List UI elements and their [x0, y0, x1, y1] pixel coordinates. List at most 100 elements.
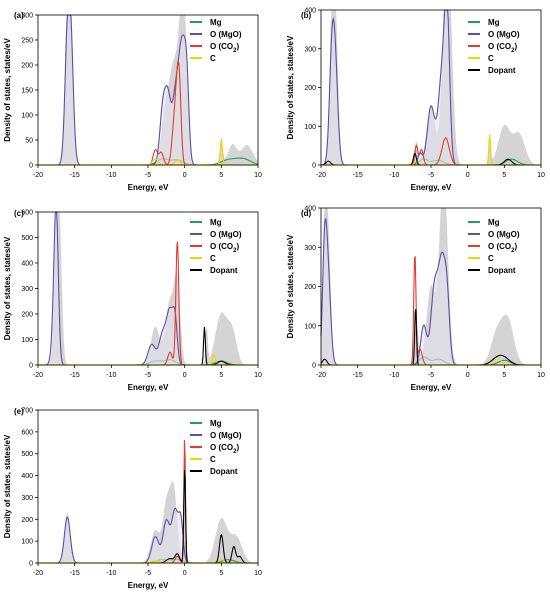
y-tick-label: 50 — [25, 138, 33, 145]
legend-label-dopant: Dopant — [210, 266, 238, 275]
y-tick-label: 200 — [304, 284, 316, 291]
x-tick-label: 5 — [502, 372, 506, 379]
legend-label-c: C — [210, 254, 216, 263]
legend-label-o-mgo: O (MgO) — [210, 431, 242, 440]
y-axis-label: Density of states, states/eV — [286, 35, 295, 139]
y-axis-label: Density of states, states/eV — [286, 234, 295, 338]
legend-label-c: C — [488, 254, 494, 263]
panel-c: -20 -15 -10 -5 0 5 100100200300400500600Energy… — [3, 209, 262, 392]
y-tick-label: 400 — [304, 8, 316, 15]
y-tick-label: 700 — [21, 408, 33, 415]
y-tick-label: 150 — [21, 88, 33, 95]
x-tick-label: 5 — [219, 570, 223, 577]
x-axis-label: Energy, eV — [411, 183, 452, 192]
x-tick-label: -20 — [316, 372, 326, 379]
x-tick-label: -20 — [316, 172, 326, 179]
x-tick-label: -5 — [428, 372, 434, 379]
y-tick-label: 200 — [21, 517, 33, 524]
x-axis-label: Energy, eV — [411, 383, 452, 392]
legend-label-mg: Mg — [210, 419, 222, 428]
y-tick-label: 400 — [304, 206, 316, 213]
y-tick-label: 400 — [21, 473, 33, 480]
x-tick-label: -20 — [33, 372, 43, 379]
legend-label-mg: Mg — [210, 18, 222, 27]
series-total-area — [38, 15, 258, 165]
panel-label: (b) — [301, 11, 312, 20]
x-tick-label: -5 — [428, 172, 434, 179]
y-tick-label: 200 — [21, 312, 33, 319]
x-tick-label: 10 — [254, 570, 262, 577]
legend-label-c: C — [488, 54, 494, 63]
x-tick-label: 0 — [183, 570, 187, 577]
y-tick-label: 100 — [304, 124, 316, 131]
y-tick-label: 400 — [21, 261, 33, 268]
y-tick-label: 600 — [21, 429, 33, 436]
x-tick-label: 0 — [183, 172, 187, 179]
y-tick-label: 100 — [21, 113, 33, 120]
series-o-mgo-fill — [321, 218, 541, 365]
x-tick-label: 10 — [254, 372, 262, 379]
legend-label-c: C — [210, 455, 216, 464]
x-tick-label: -10 — [106, 570, 116, 577]
x-tick-label: -5 — [145, 570, 151, 577]
y-tick-label: 600 — [21, 210, 33, 217]
x-tick-label: -15 — [70, 172, 80, 179]
x-tick-label: -15 — [353, 172, 363, 179]
y-tick-label: 300 — [304, 46, 316, 53]
legend-label-mg: Mg — [488, 18, 500, 27]
x-tick-label: -5 — [145, 372, 151, 379]
legend-label-o-co2: O (CO2) — [210, 242, 239, 254]
x-tick-label: 10 — [254, 172, 262, 179]
legend-label-o-mgo: O (MgO) — [488, 30, 520, 39]
series-total-area — [321, 208, 541, 365]
panel-label: (a) — [14, 11, 24, 20]
panel-a: -20 -15 -10 -5 0 5 10050100150200250300Energy,… — [3, 11, 262, 192]
y-tick-label: 300 — [21, 13, 33, 20]
x-tick-label: -15 — [70, 372, 80, 379]
y-tick-label: 100 — [304, 323, 316, 330]
y-tick-label: 0 — [29, 363, 33, 370]
legend-label-dopant: Dopant — [488, 66, 516, 75]
series-total-area — [38, 435, 258, 563]
y-tick-label: 500 — [21, 235, 33, 242]
panel-label: (c) — [14, 209, 24, 218]
x-tick-label: 10 — [537, 372, 545, 379]
legend-label-mg: Mg — [488, 218, 500, 227]
y-tick-label: 250 — [21, 38, 33, 45]
legend-label-o-mgo: O (MgO) — [210, 30, 242, 39]
x-tick-label: 5 — [502, 172, 506, 179]
x-tick-label: -20 — [33, 570, 43, 577]
x-tick-label: -20 — [33, 172, 43, 179]
series-o-mgo-fill — [38, 212, 258, 365]
x-tick-label: 0 — [183, 372, 187, 379]
legend-label-o-co2: O (CO2) — [210, 443, 239, 455]
legend-label-o-co2: O (CO2) — [210, 42, 239, 54]
x-tick-label: -15 — [70, 570, 80, 577]
y-tick-label: 100 — [21, 337, 33, 344]
y-axis-label: Density of states, states/eV — [3, 236, 12, 340]
y-tick-label: 300 — [304, 245, 316, 252]
x-tick-label: -10 — [389, 372, 399, 379]
y-axis-label: Density of states, states/eV — [3, 38, 12, 142]
x-axis-label: Energy, eV — [128, 581, 169, 590]
x-tick-label: -10 — [389, 172, 399, 179]
y-axis-label: Density of states, states/eV — [3, 434, 12, 538]
y-tick-label: 500 — [21, 451, 33, 458]
x-tick-label: 5 — [219, 372, 223, 379]
y-tick-label: 100 — [21, 539, 33, 546]
series-o-mgo-fill — [321, 10, 541, 165]
x-tick-label: 5 — [219, 172, 223, 179]
panel-e: -20 -15 -10 -5 0 5 100100200300400500600700Ene… — [3, 407, 262, 590]
legend-label-o-co2: O (CO2) — [488, 42, 517, 54]
legend-label-mg: Mg — [210, 218, 222, 227]
legend-label-dopant: Dopant — [488, 266, 516, 275]
y-tick-label: 200 — [304, 85, 316, 92]
x-tick-label: 0 — [466, 172, 470, 179]
y-tick-label: 0 — [29, 561, 33, 568]
y-tick-label: 200 — [21, 63, 33, 70]
legend-label-c: C — [210, 54, 216, 63]
x-tick-label: 10 — [537, 172, 545, 179]
